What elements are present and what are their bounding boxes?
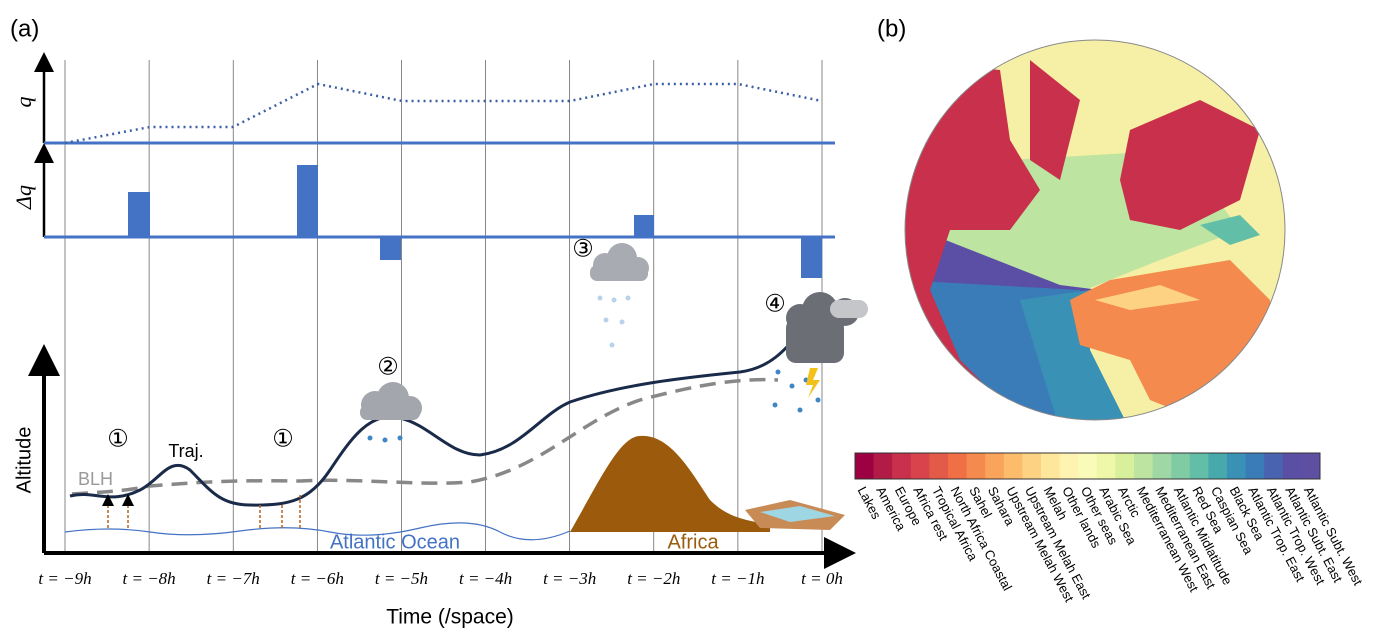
colorbar-swatch <box>1245 453 1265 479</box>
time-tick-label: t = −7h <box>207 569 260 588</box>
dq-bar <box>380 237 401 260</box>
dq-bar <box>297 165 318 237</box>
colorbar-swatch <box>1189 453 1209 479</box>
colorbar-swatch <box>1282 453 1302 479</box>
colorbar-swatch <box>1115 453 1135 479</box>
q-curve <box>64 82 823 145</box>
time-tick-label: t = −4h <box>459 569 512 588</box>
clouds <box>360 243 868 443</box>
colorbar-swatch <box>1227 453 1247 479</box>
dq-bars <box>128 165 822 278</box>
africa-label: Africa <box>667 531 719 553</box>
marker: ② <box>377 353 399 380</box>
marker: ① <box>272 425 294 452</box>
colorbar-swatch <box>1171 453 1191 479</box>
time-tick-label: t = −2h <box>627 569 680 588</box>
colorbar-swatch <box>1059 453 1079 479</box>
q-label: q <box>11 97 36 108</box>
dq-bar <box>634 215 654 237</box>
colorbar-swatch <box>929 453 949 479</box>
traj-label: Traj. <box>168 441 203 461</box>
globe <box>905 40 1285 420</box>
colorbar-swatch <box>1301 453 1321 479</box>
colorbar-swatch <box>966 453 986 479</box>
colorbar-swatch <box>873 453 893 479</box>
blh-label: BLH <box>78 469 113 489</box>
dq-label: Δq <box>11 185 36 210</box>
colorbar-swatch <box>1264 453 1284 479</box>
colorbar-swatch <box>1022 453 1042 479</box>
dq-bar <box>128 192 150 237</box>
blh-line <box>71 377 779 496</box>
panel-label: (b) <box>877 15 906 42</box>
time-tick-label: t = −8h <box>123 569 176 588</box>
colorbar-frame <box>854 452 1321 480</box>
time-tick-label: t = −9h <box>38 569 91 588</box>
colorbar-swatch <box>892 453 912 479</box>
lake <box>760 506 835 522</box>
colorbar-swatch <box>948 453 968 479</box>
globe-outline <box>904 39 1286 421</box>
time-tick-label: t = −5h <box>375 569 428 588</box>
colorbar-swatch <box>1078 453 1098 479</box>
evaporation-arrows <box>102 494 301 528</box>
colorbar-swatch <box>985 453 1005 479</box>
colorbar-swatch <box>855 453 875 479</box>
panel-label: (a) <box>10 15 39 42</box>
time-ticks: t = −9h t = −8h t = −7h t = −6h t = −5h t = −… <box>38 569 842 588</box>
africa-terrain <box>570 435 770 532</box>
marker: ① <box>107 425 129 452</box>
colorbar-swatch <box>1041 453 1061 479</box>
ocean-surface <box>64 522 571 541</box>
marker: ③ <box>572 235 594 262</box>
colorbar-swatch <box>1152 453 1172 479</box>
colorbar-swatch <box>1003 453 1023 479</box>
time-tick-label: t = −6h <box>291 569 344 588</box>
time-tick-label: t = −1h <box>711 569 764 588</box>
colorbar-swatch <box>1134 453 1154 479</box>
colorbar-swatch <box>910 453 930 479</box>
time-tick-label: t = 0h <box>801 569 843 588</box>
marker: ④ <box>764 290 786 317</box>
time-grid <box>64 60 823 553</box>
altitude-label: Altitude <box>13 427 35 494</box>
dq-bar <box>801 237 822 278</box>
time-label: Time (/space) <box>386 606 514 629</box>
colorbar-swatch <box>1208 453 1228 479</box>
ocean-label: Atlantic Ocean <box>330 531 460 553</box>
time-tick-label: t = −3h <box>543 569 596 588</box>
colorbar-swatch <box>1096 453 1116 479</box>
